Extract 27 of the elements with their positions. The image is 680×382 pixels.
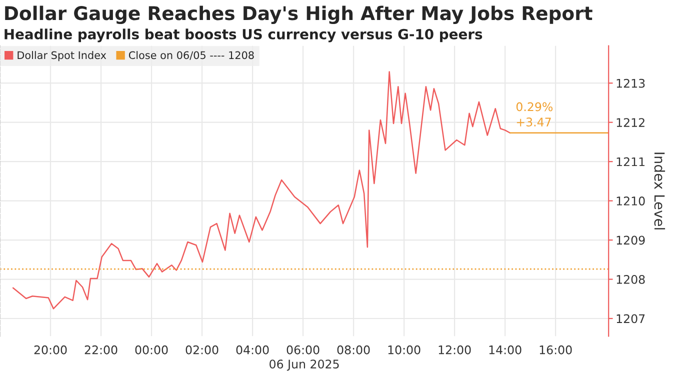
x-tick-label: 02:00 bbox=[186, 345, 218, 354]
chart-subtitle: Headline payrolls beat boosts US currency versus G-10 peers bbox=[4, 28, 482, 42]
x-tick-label: 22:00 bbox=[84, 345, 118, 354]
x-tick-label: 10:00 bbox=[388, 345, 420, 354]
y-tick-label: 1212 bbox=[616, 118, 644, 127]
y-tick-label: 1211 bbox=[616, 157, 644, 166]
legend-label: Close on 06/05 ---- 1208 bbox=[128, 51, 254, 60]
legend-label: Dollar Spot Index bbox=[18, 51, 106, 62]
annotation: 0.29% bbox=[516, 102, 553, 112]
annotation: +3.47 bbox=[516, 118, 551, 126]
x-tick-label: 00:00 bbox=[135, 345, 168, 354]
x-tick-label: 04:00 bbox=[236, 345, 269, 354]
x-tick-label: 16:00 bbox=[540, 345, 572, 354]
y-tick-label: 1207 bbox=[616, 314, 645, 324]
x-tick-label: 14:00 bbox=[489, 345, 522, 354]
x-tick-label: 06:00 bbox=[286, 345, 320, 354]
x-axis-title: 06 Jun 2025 bbox=[270, 360, 339, 371]
y-tick-label: 1208 bbox=[616, 274, 645, 284]
x-tick-label: 20:00 bbox=[34, 345, 67, 354]
y-tick-label: 1210 bbox=[616, 196, 645, 206]
y-tick-label: 1209 bbox=[616, 236, 645, 245]
y-tick-label: 1213 bbox=[616, 78, 645, 88]
line-series bbox=[12, 71, 511, 310]
y-axis-title: Index Level bbox=[654, 152, 666, 230]
x-tick-label: 12:00 bbox=[438, 345, 471, 354]
chart-title: Dollar Gauge Reaches Day's High After May Jobs Report bbox=[5, 6, 592, 24]
x-tick-label: 08:00 bbox=[337, 345, 370, 354]
